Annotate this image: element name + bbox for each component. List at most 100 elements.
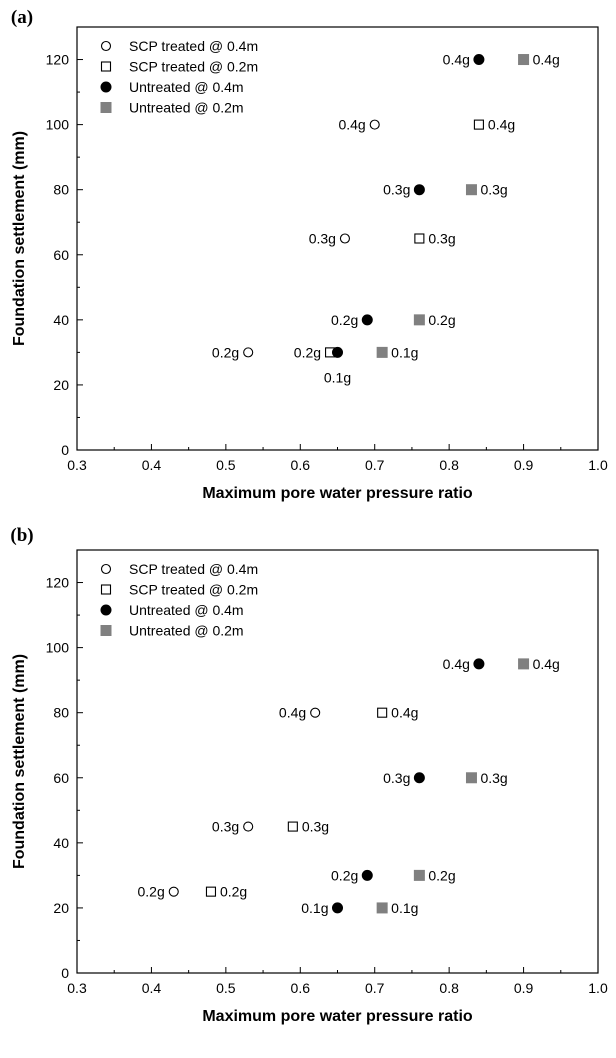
- x-tick-label: 0.7: [365, 980, 385, 996]
- series-1: 0.2g 0.3g 0.4g: [138, 705, 321, 900]
- point-label: 0.1g: [391, 900, 418, 916]
- legend: SCP treated @ 0.4m SCP treated @ 0.2m Untr…: [100, 38, 258, 116]
- data-point: [376, 346, 388, 358]
- legend-label: Untreated @ 0.4m: [129, 79, 244, 95]
- point-label: 0.2g: [212, 344, 239, 360]
- point-label: 0.3g: [383, 182, 410, 198]
- data-point: [168, 886, 179, 897]
- data-point: [413, 869, 425, 881]
- legend-marker: [100, 102, 112, 113]
- series-3: 0.1g 0.2g 0.3g 0.4g: [301, 656, 485, 916]
- legend-item: SCP treated @ 0.4m: [100, 561, 258, 577]
- point-label: 0.3g: [383, 770, 410, 786]
- series-2: 0.2g 0.3g 0.4g: [205, 705, 418, 900]
- x-tick-label: 0.9: [514, 457, 534, 473]
- data-point: [287, 821, 298, 832]
- point-label: 0.3g: [302, 819, 329, 835]
- data-point: [413, 184, 425, 196]
- point-label: 0.2g: [294, 344, 321, 360]
- legend-marker: [100, 40, 112, 52]
- legend-marker: [100, 584, 112, 595]
- x-tick-label: 0.6: [291, 980, 311, 996]
- data-point: [339, 233, 350, 244]
- x-tick-label: 0.3: [67, 980, 87, 996]
- point-label: 0.3g: [309, 231, 336, 247]
- point-label: 0.2g: [428, 312, 455, 328]
- x-tick-label: 0.8: [439, 457, 459, 473]
- point-label: 0.2g: [428, 867, 455, 883]
- data-point: [518, 54, 530, 66]
- y-tick-label: 80: [53, 182, 69, 198]
- x-tick-label: 0.7: [365, 457, 385, 473]
- x-tick-label: 0.4: [142, 980, 162, 996]
- point-label: 0.2g: [331, 867, 358, 883]
- legend-marker: [100, 563, 112, 575]
- legend-label: SCP treated @ 0.4m: [129, 561, 258, 577]
- legend-item: SCP treated @ 0.2m: [100, 582, 258, 598]
- legend-label: SCP treated @ 0.2m: [129, 582, 258, 598]
- y-axis-title: Foundation settlement (mm): [11, 654, 28, 869]
- y-tick-label: 40: [53, 312, 69, 328]
- y-tick-label: 60: [53, 247, 69, 263]
- data-point: [243, 821, 254, 832]
- y-tick-label: 120: [46, 52, 70, 68]
- data-point: [376, 902, 388, 914]
- point-label: 0.2g: [138, 884, 165, 900]
- x-tick-label: 0.9: [514, 980, 534, 996]
- x-tick-label: 0.4: [142, 457, 162, 473]
- series-1: 0.2g 0.3g 0.4g: [212, 117, 380, 360]
- data-point: [473, 54, 485, 66]
- data-point: [473, 658, 485, 670]
- legend-item: SCP treated @ 0.4m: [100, 38, 258, 54]
- legend-label: Untreated @ 0.4m: [129, 602, 244, 618]
- legend-marker: [100, 81, 112, 93]
- data-point: [361, 314, 373, 326]
- legend-marker: [100, 61, 112, 72]
- data-point: [473, 119, 484, 130]
- point-label: 0.4g: [443, 656, 470, 672]
- data-point: [414, 233, 425, 244]
- point-label: 0.3g: [428, 231, 455, 247]
- legend-label: SCP treated @ 0.4m: [129, 38, 258, 54]
- series-4: 0.1g 0.2g 0.3g 0.4g: [376, 656, 560, 916]
- data-point: [518, 658, 530, 670]
- point-label: 0.1g: [301, 900, 328, 916]
- series-3: 0.1g 0.2g 0.3g 0.4g: [324, 52, 485, 385]
- x-axis-title: Maximum pore water pressure ratio: [202, 485, 473, 502]
- panel-label: (a): [11, 7, 33, 28]
- x-axis-title: Maximum pore water pressure ratio: [202, 1008, 473, 1025]
- data-point: [465, 772, 477, 784]
- point-label: 0.3g: [480, 770, 507, 786]
- legend: SCP treated @ 0.4m SCP treated @ 0.2m Untr…: [100, 561, 258, 639]
- legend-item: Untreated @ 0.4m: [100, 79, 244, 95]
- x-tick-label: 0.5: [216, 980, 236, 996]
- y-tick-label: 100: [46, 640, 70, 656]
- y-tick-label: 20: [53, 900, 69, 916]
- point-label: 0.3g: [212, 819, 239, 835]
- point-label: 0.2g: [220, 884, 247, 900]
- data-point: [205, 886, 217, 897]
- y-tick-label: 0: [61, 965, 69, 981]
- x-tick-label: 0.3: [67, 457, 87, 473]
- y-tick-label: 0: [61, 442, 69, 458]
- point-label: 0.2g: [331, 312, 358, 328]
- data-point: [332, 346, 343, 358]
- point-label: 0.4g: [279, 705, 306, 721]
- legend-item: Untreated @ 0.4m: [100, 602, 244, 618]
- point-label: 0.4g: [488, 117, 515, 133]
- legend-marker: [100, 625, 112, 636]
- y-tick-label: 20: [53, 377, 69, 393]
- chart-panel-a: (a) 0.3 0.4 0.5 0.6 0.7 0.8 0.9 1.0 0 20 40 60 80 100 1…: [11, 7, 608, 502]
- data-point: [413, 772, 425, 784]
- legend-item: SCP treated @ 0.2m: [100, 59, 258, 75]
- x-tick-label: 0.8: [439, 980, 459, 996]
- data-point: [413, 314, 425, 326]
- data-point: [361, 869, 373, 881]
- x-tick-label: 0.6: [291, 457, 311, 473]
- legend-item: Untreated @ 0.2m: [100, 623, 244, 639]
- data-point: [243, 347, 254, 358]
- point-label: 0.4g: [533, 52, 560, 68]
- point-label: 0.1g: [324, 369, 351, 385]
- panel-label: (b): [10, 525, 33, 546]
